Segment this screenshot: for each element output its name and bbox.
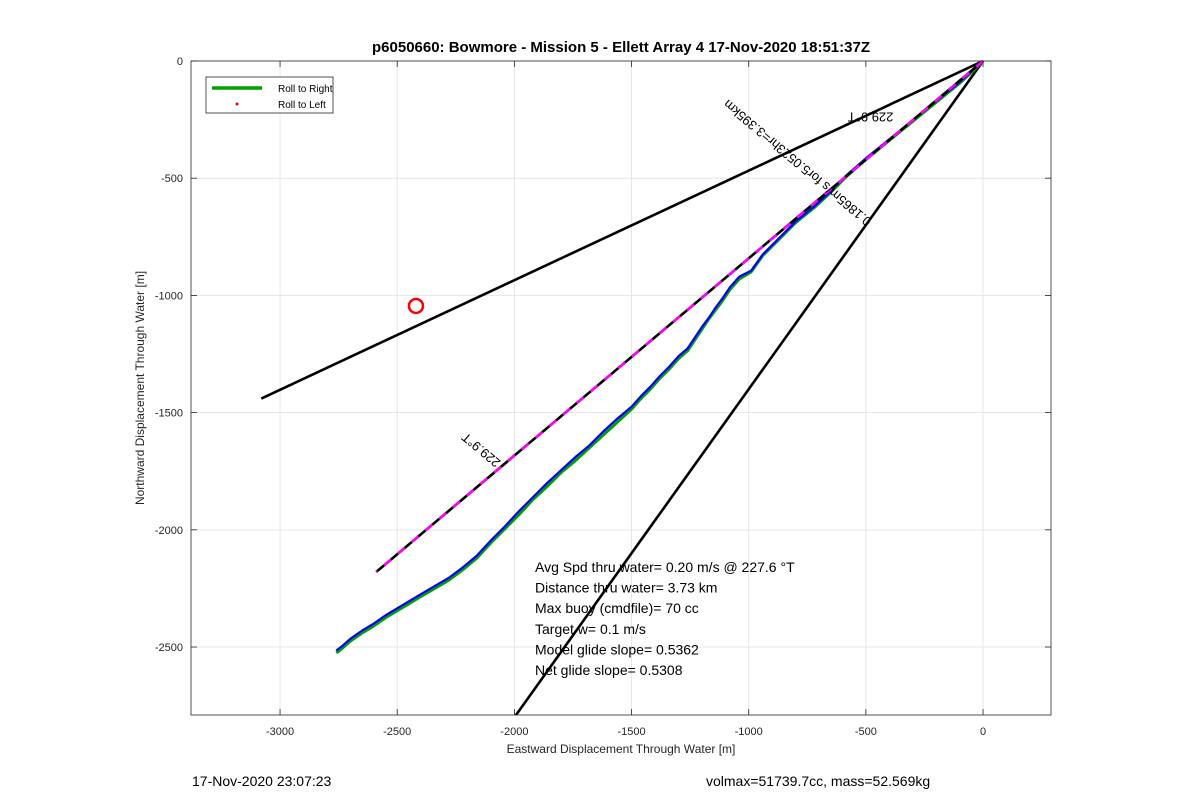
legend-label-roll-left: Roll to Left: [278, 100, 326, 111]
x-tick-label: -2000: [500, 726, 528, 738]
y-tick-label: -2000: [155, 525, 183, 537]
footer-timestamp: 17-Nov-2020 23:07:23: [192, 773, 332, 789]
legend-label-roll-right: Roll to Right: [278, 84, 333, 95]
heading-annotation: 229.9°T: [848, 110, 894, 125]
y-tick-label: -1500: [155, 408, 183, 420]
x-tick-label: -1000: [735, 726, 763, 738]
y-tick-label: -500: [161, 173, 183, 185]
boundary-lines: [260, 61, 985, 715]
y-tick-label: -2500: [155, 642, 183, 654]
plot-frame: [190, 60, 1052, 716]
x-tick-label: -1500: [617, 726, 645, 738]
boundary-line: [514, 61, 985, 715]
legend: Roll to Right Roll to Left: [205, 76, 334, 114]
stats-line: Avg Spd thru water= 0.20 m/s @ 227.6 °T: [535, 559, 795, 575]
x-axis-label: Eastward Displacement Through Water [m]: [507, 742, 736, 756]
stats-line: Target w= 0.1 m/s: [535, 621, 646, 637]
x-tick-label: -3000: [266, 726, 294, 738]
target-marker: [407, 297, 425, 315]
boundary-line: [260, 61, 984, 400]
legend-box: [205, 76, 334, 114]
y-tick-label: -1000: [155, 290, 183, 302]
x-tick-label: -2500: [383, 726, 411, 738]
x-tick-label: 0: [980, 726, 986, 738]
chart-title: p6050660: Bowmore - Mission 5 - Ellett A…: [372, 39, 870, 56]
x-tick-label: -500: [855, 726, 877, 738]
stats-line: Model glide slope= 0.5362: [535, 641, 699, 657]
footer-glider-params: volmax=51739.7cc, mass=52.569kg: [706, 773, 931, 789]
stats-line: Distance thru water= 3.73 km: [535, 580, 717, 596]
legend-swatch-roll-left: [235, 102, 239, 106]
plot-area: [191, 61, 1051, 715]
stats-line: Max buoy (cmdfile)= 70 cc: [535, 600, 699, 616]
target-marker-group: [407, 297, 425, 315]
stats-line: Net glide slope= 0.5308: [535, 662, 683, 678]
stats-box: Avg Spd thru water= 0.20 m/s @ 227.6 °T D…: [535, 559, 795, 678]
y-tick-label: 0: [177, 56, 183, 68]
heading-line: [375, 60, 984, 574]
y-axis-label: Northward Displacement Through Water [m]: [133, 271, 147, 505]
x-ticks: -3000 -2500 -2000 -1500 -1000 -500 0: [266, 61, 986, 738]
heading-line-magenta: [375, 60, 984, 574]
y-ticks: 0 -500 -1000 -1500 -2000 -2500: [155, 56, 1051, 654]
